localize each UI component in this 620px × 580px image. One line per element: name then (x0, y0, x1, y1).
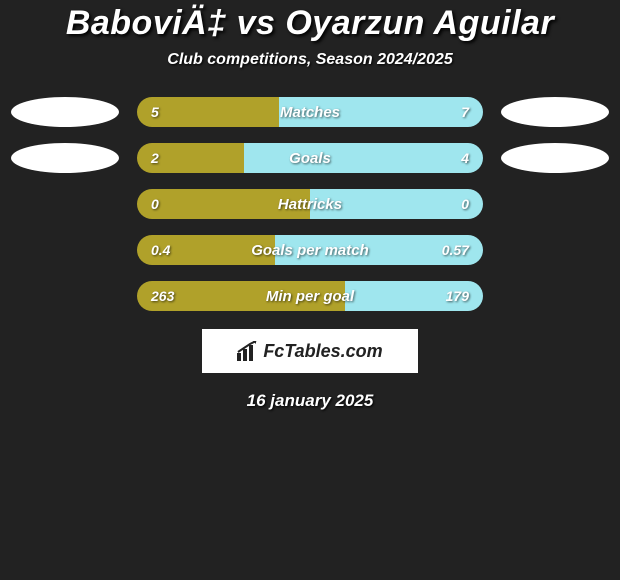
date-label: 16 january 2025 (0, 391, 620, 411)
chart-icon (237, 341, 259, 361)
page-title: BaboviÄ‡ vs Oyarzun Aguilar (0, 4, 620, 43)
left-ellipse (11, 143, 119, 173)
stat-row: 0.4Goals per match0.57 (0, 235, 620, 265)
bar-left-fill (137, 97, 279, 127)
stat-row: 263Min per goal179 (0, 281, 620, 311)
stat-bar: 263Min per goal179 (137, 281, 483, 311)
stat-bar: 0Hattricks0 (137, 189, 483, 219)
bar-right-fill (279, 97, 483, 127)
stat-bar: 5Matches7 (137, 97, 483, 127)
stat-row: 0Hattricks0 (0, 189, 620, 219)
right-ellipse (501, 97, 609, 127)
stat-row: 2Goals4 (0, 143, 620, 173)
stat-row: 5Matches7 (0, 97, 620, 127)
left-spacer (11, 189, 119, 219)
comparison-card: BaboviÄ‡ vs Oyarzun Aguilar Club competi… (0, 0, 620, 411)
branding-label: FcTables.com (263, 341, 382, 362)
branding-badge: FcTables.com (202, 329, 418, 373)
bar-right-fill (345, 281, 483, 311)
stat-bar: 0.4Goals per match0.57 (137, 235, 483, 265)
right-ellipse (501, 143, 609, 173)
right-spacer (501, 235, 609, 265)
bar-left-fill (137, 143, 244, 173)
left-spacer (11, 281, 119, 311)
right-spacer (501, 189, 609, 219)
stat-bar: 2Goals4 (137, 143, 483, 173)
right-spacer (501, 281, 609, 311)
left-ellipse (11, 97, 119, 127)
bar-left-fill (137, 235, 275, 265)
bar-left-fill (137, 281, 345, 311)
page-subtitle: Club competitions, Season 2024/2025 (0, 51, 620, 69)
bar-right-fill (310, 189, 483, 219)
bar-left-fill (137, 189, 310, 219)
bar-right-fill (275, 235, 483, 265)
stat-bars: 5Matches7 2Goals4 0Hattricks0 0.4Goals per … (0, 97, 620, 311)
bar-right-fill (244, 143, 483, 173)
left-spacer (11, 235, 119, 265)
